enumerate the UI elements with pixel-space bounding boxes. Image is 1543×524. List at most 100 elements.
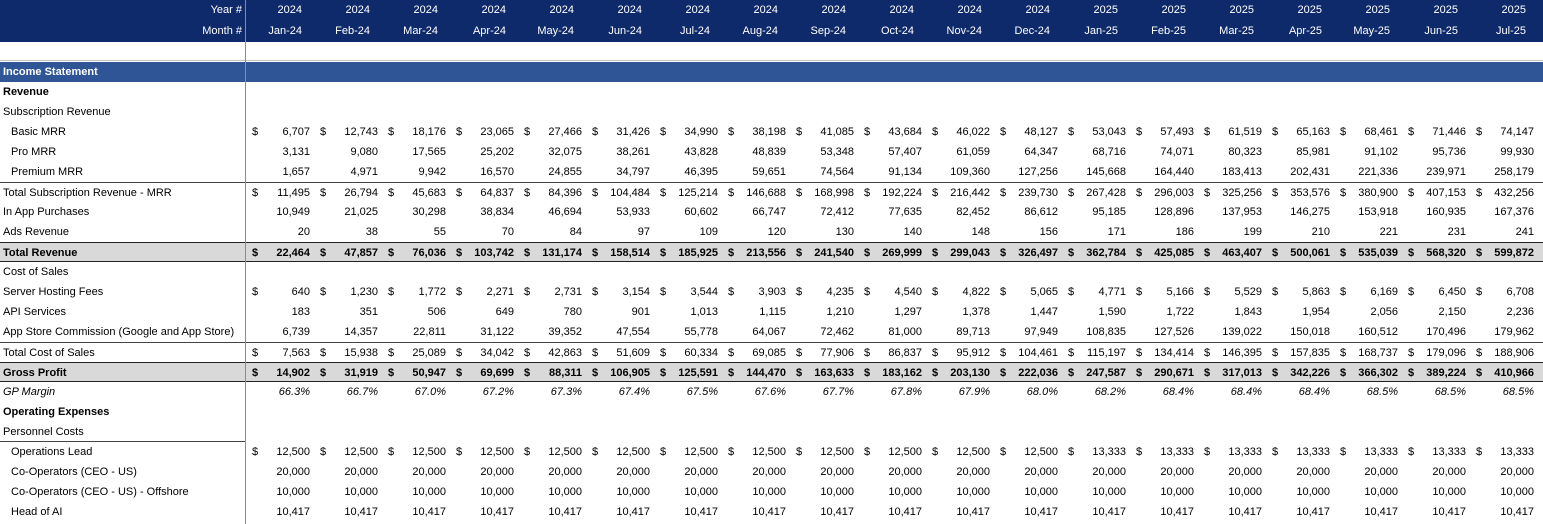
cell[interactable]: $535,039: [1334, 243, 1402, 263]
cell[interactable]: 139,022: [1198, 322, 1266, 342]
cell[interactable]: 231: [1402, 222, 1470, 242]
cell[interactable]: 10,000: [586, 482, 654, 502]
cell[interactable]: 32,075: [518, 142, 586, 162]
cell[interactable]: 156: [994, 222, 1062, 242]
cell[interactable]: 66,747: [722, 202, 790, 222]
cell[interactable]: $60,334: [654, 343, 722, 363]
cell[interactable]: 55,778: [654, 322, 722, 342]
cell[interactable]: 10,417: [1130, 502, 1198, 522]
cell[interactable]: 22,811: [382, 322, 450, 342]
cell[interactable]: 72,412: [790, 202, 858, 222]
cell[interactable]: 9,942: [382, 162, 450, 182]
cell[interactable]: 74,564: [790, 162, 858, 182]
cell[interactable]: 160,935: [1402, 202, 1470, 222]
cell[interactable]: $3,903: [722, 282, 790, 302]
cell[interactable]: Jul-25: [1470, 21, 1538, 42]
cell[interactable]: 146,275: [1266, 202, 1334, 222]
cell[interactable]: $115,197: [1062, 343, 1130, 363]
cell[interactable]: $12,500: [994, 442, 1062, 462]
cell[interactable]: $366,302: [1334, 363, 1402, 383]
cell[interactable]: 167,376: [1470, 202, 1538, 222]
cell[interactable]: $47,857: [314, 243, 382, 263]
cell[interactable]: Apr-24: [450, 21, 518, 42]
cell[interactable]: 1,210: [790, 302, 858, 322]
cell[interactable]: $6,708: [1470, 282, 1538, 302]
cell[interactable]: $13,333: [1334, 442, 1402, 462]
cell[interactable]: 2024: [314, 0, 382, 21]
cell[interactable]: 649: [450, 302, 518, 322]
cell[interactable]: $125,214: [654, 183, 722, 203]
cell[interactable]: Nov-24: [926, 21, 994, 42]
cell[interactable]: $144,470: [722, 363, 790, 383]
cell[interactable]: Feb-24: [314, 21, 382, 42]
cell[interactable]: 241: [1470, 222, 1538, 242]
cell[interactable]: $106,905: [586, 363, 654, 383]
cell[interactable]: 128,896: [1130, 202, 1198, 222]
cell[interactable]: 20,000: [518, 462, 586, 482]
cell[interactable]: 2,236: [1470, 302, 1538, 322]
cell[interactable]: 91,102: [1334, 142, 1402, 162]
row-label[interactable]: GP Margin: [3, 386, 56, 398]
cell[interactable]: $12,500: [654, 442, 722, 462]
cell[interactable]: $500,061: [1266, 243, 1334, 263]
cell[interactable]: May-24: [518, 21, 586, 42]
cell[interactable]: 6,739: [246, 322, 314, 342]
cell[interactable]: 137,953: [1198, 202, 1266, 222]
cell[interactable]: $157,835: [1266, 343, 1334, 363]
cell[interactable]: $4,235: [790, 282, 858, 302]
cell[interactable]: 109: [654, 222, 722, 242]
cell[interactable]: $640: [246, 282, 314, 302]
cell[interactable]: $269,999: [858, 243, 926, 263]
cell[interactable]: 67.7%: [790, 382, 858, 402]
cell[interactable]: $74,147: [1470, 122, 1538, 142]
cell[interactable]: 67.9%: [926, 382, 994, 402]
cell[interactable]: 68.5%: [1334, 382, 1402, 402]
cell[interactable]: 68.0%: [994, 382, 1062, 402]
cell[interactable]: $18,176: [382, 122, 450, 142]
row-label[interactable]: Co-Operators (CEO - US) - Offshore: [11, 486, 189, 498]
cell[interactable]: 80,323: [1198, 142, 1266, 162]
cell[interactable]: 2024: [994, 0, 1062, 21]
cell[interactable]: $299,043: [926, 243, 994, 263]
cell[interactable]: $290,671: [1130, 363, 1198, 383]
cell[interactable]: $216,442: [926, 183, 994, 203]
cell[interactable]: May-25: [1334, 21, 1402, 42]
row-label[interactable]: Personnel Costs: [0, 422, 245, 442]
cell[interactable]: 84: [518, 222, 586, 242]
cell[interactable]: Sep-24: [790, 21, 858, 42]
cell[interactable]: 20,000: [314, 462, 382, 482]
cell[interactable]: 2024: [654, 0, 722, 21]
cell[interactable]: 10,000: [654, 482, 722, 502]
cell[interactable]: 53,933: [586, 202, 654, 222]
cell[interactable]: $6,169: [1334, 282, 1402, 302]
cell[interactable]: $25,089: [382, 343, 450, 363]
cell[interactable]: 10,000: [1062, 482, 1130, 502]
cell[interactable]: $362,784: [1062, 243, 1130, 263]
cell[interactable]: 21,025: [314, 202, 382, 222]
cell[interactable]: $432,256: [1470, 183, 1538, 203]
row-label[interactable]: Total Cost of Sales: [3, 347, 95, 359]
cell[interactable]: $168,998: [790, 183, 858, 203]
cell[interactable]: 10,417: [722, 502, 790, 522]
cell[interactable]: $2,731: [518, 282, 586, 302]
cell[interactable]: 74,071: [1130, 142, 1198, 162]
cell[interactable]: 2025: [1402, 0, 1470, 21]
cell[interactable]: $12,500: [926, 442, 994, 462]
cell[interactable]: 61,059: [926, 142, 994, 162]
cell[interactable]: $48,127: [994, 122, 1062, 142]
cell[interactable]: $69,085: [722, 343, 790, 363]
row-label[interactable]: Gross Profit: [3, 367, 67, 379]
cell[interactable]: 20,000: [790, 462, 858, 482]
cell[interactable]: $12,500: [450, 442, 518, 462]
cell[interactable]: $3,154: [586, 282, 654, 302]
cell[interactable]: $326,497: [994, 243, 1062, 263]
cell[interactable]: $317,013: [1198, 363, 1266, 383]
cell[interactable]: $4,822: [926, 282, 994, 302]
cell[interactable]: $239,730: [994, 183, 1062, 203]
cell[interactable]: $4,540: [858, 282, 926, 302]
cell[interactable]: $1,772: [382, 282, 450, 302]
cell[interactable]: $13,333: [1130, 442, 1198, 462]
cell[interactable]: 95,185: [1062, 202, 1130, 222]
cell[interactable]: $13,333: [1402, 442, 1470, 462]
cell[interactable]: 10,417: [518, 502, 586, 522]
